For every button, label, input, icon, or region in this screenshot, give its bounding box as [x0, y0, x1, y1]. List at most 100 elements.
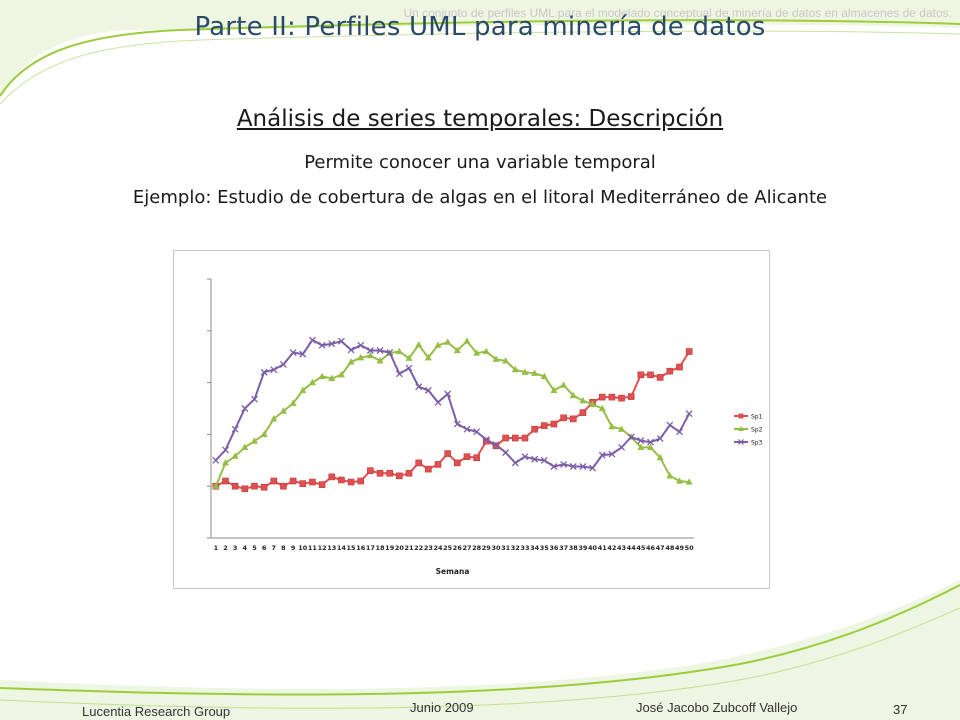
- x-tick-label: 47: [656, 544, 665, 552]
- data-point-sp2: [289, 399, 297, 406]
- data-point-sp3: [560, 460, 568, 468]
- data-point-sp1: [618, 394, 625, 402]
- data-point-sp1: [270, 477, 278, 485]
- x-tick-label: 26: [453, 544, 463, 552]
- x-tick-label: 17: [366, 544, 375, 552]
- data-point-sp2: [424, 353, 432, 361]
- data-point-sp1: [540, 422, 548, 429]
- data-point-sp3: [656, 435, 664, 443]
- data-point-sp2: [502, 357, 510, 364]
- data-point-sp3: [260, 368, 268, 376]
- data-point-sp3: [251, 395, 258, 403]
- data-point-sp2: [511, 365, 519, 373]
- data-point-sp3: [540, 456, 548, 464]
- data-point-sp1: [405, 469, 413, 477]
- data-point-sp2: [676, 477, 684, 484]
- data-point-sp3: [521, 453, 529, 461]
- data-point-sp3: [318, 341, 326, 349]
- data-point-sp2: [540, 372, 548, 379]
- data-point-sp3: [589, 464, 597, 472]
- data-point-sp1: [347, 478, 355, 486]
- header-caption: Un conjunto de perfiles UML para el mode…: [403, 6, 952, 20]
- x-tick-label: 44: [627, 544, 637, 552]
- x-tick-label: 6: [262, 544, 267, 552]
- data-point-sp3: [569, 463, 577, 470]
- data-point-sp2: [347, 358, 355, 365]
- data-point-sp1: [425, 465, 432, 473]
- data-point-sp2: [357, 353, 365, 361]
- data-point-sp3: [337, 337, 345, 345]
- data-point-sp3: [511, 459, 519, 467]
- data-point-sp1: [299, 480, 307, 487]
- data-point-sp3: [502, 449, 510, 456]
- x-tick-label: 37: [559, 544, 568, 552]
- footer-author: José Jacobo Zubcoff Vallejo: [636, 700, 798, 715]
- x-tick-label: 15: [347, 544, 357, 552]
- data-point-sp1: [608, 393, 616, 401]
- x-tick-label: 5: [252, 544, 257, 552]
- data-point-sp2: [666, 472, 674, 479]
- data-point-sp1: [569, 415, 577, 423]
- data-point-sp2: [212, 482, 220, 489]
- data-point-sp3: [395, 370, 403, 378]
- data-point-sp3: [618, 443, 626, 451]
- data-point-sp1: [647, 371, 654, 379]
- data-point-sp3: [376, 347, 384, 354]
- data-point-sp2: [473, 349, 481, 356]
- data-point-sp3: [482, 436, 490, 444]
- data-point-sp2: [376, 357, 384, 364]
- top-swoosh-decoration: [0, 0, 960, 100]
- data-point-sp1: [656, 374, 664, 381]
- x-tick-label: 14: [337, 544, 347, 552]
- series-line-sp2: [214, 339, 690, 487]
- data-point-sp3: [231, 425, 239, 433]
- data-point-sp3: [579, 463, 587, 470]
- data-point-sp2: [444, 338, 452, 345]
- x-tick-label: 30: [491, 544, 501, 552]
- data-point-sp1: [318, 481, 326, 488]
- x-tick-label: 32: [511, 544, 520, 552]
- data-point-sp1: [396, 472, 403, 480]
- data-point-sp1: [222, 477, 229, 485]
- x-tick-label: 29: [482, 544, 492, 552]
- data-point-sp1: [550, 420, 558, 428]
- data-point-sp1: [241, 485, 249, 493]
- x-tick-label: 10: [298, 544, 308, 552]
- x-tick-label: 34: [530, 544, 540, 552]
- data-point-sp1: [454, 459, 461, 467]
- data-point-sp1: [434, 461, 442, 468]
- x-tick-label: 27: [462, 544, 471, 552]
- x-tick-label: 21: [405, 544, 415, 552]
- data-point-sp2: [308, 378, 316, 386]
- data-point-sp2: [589, 400, 597, 407]
- data-point-sp3: [308, 336, 316, 344]
- data-point-sp1: [289, 477, 297, 485]
- slide-title: Parte II: Perfiles UML para minería de d…: [194, 12, 766, 42]
- data-point-sp2: [279, 407, 287, 414]
- x-tick-label: 33: [520, 544, 529, 552]
- example-line: Ejemplo: Estudio de cobertura de algas e…: [132, 187, 828, 208]
- data-point-sp3: [434, 398, 442, 406]
- data-point-sp2: [531, 369, 539, 376]
- x-tick-label: 49: [675, 544, 685, 552]
- data-point-sp2: [405, 354, 413, 361]
- data-point-sp2: [250, 437, 258, 444]
- legend-label-sp1: Sp1: [751, 414, 763, 421]
- data-point-sp1: [386, 469, 394, 477]
- x-tick-label: 11: [308, 544, 318, 552]
- data-point-sp2: [608, 422, 616, 430]
- x-tick-label: 3: [233, 544, 238, 552]
- x-tick-label: 2: [223, 544, 228, 552]
- data-point-sp2: [434, 341, 442, 348]
- data-point-sp1: [415, 459, 422, 467]
- data-point-sp1: [231, 482, 239, 490]
- data-point-sp2: [231, 452, 239, 459]
- x-tick-label: 36: [549, 544, 559, 552]
- description-line: Permite conocer una variable temporal: [304, 152, 656, 173]
- data-point-sp1: [463, 453, 471, 460]
- data-point-sp3: [492, 441, 500, 449]
- data-point-sp3: [598, 451, 606, 459]
- data-point-sp1: [521, 434, 529, 442]
- data-point-sp1: [511, 434, 519, 442]
